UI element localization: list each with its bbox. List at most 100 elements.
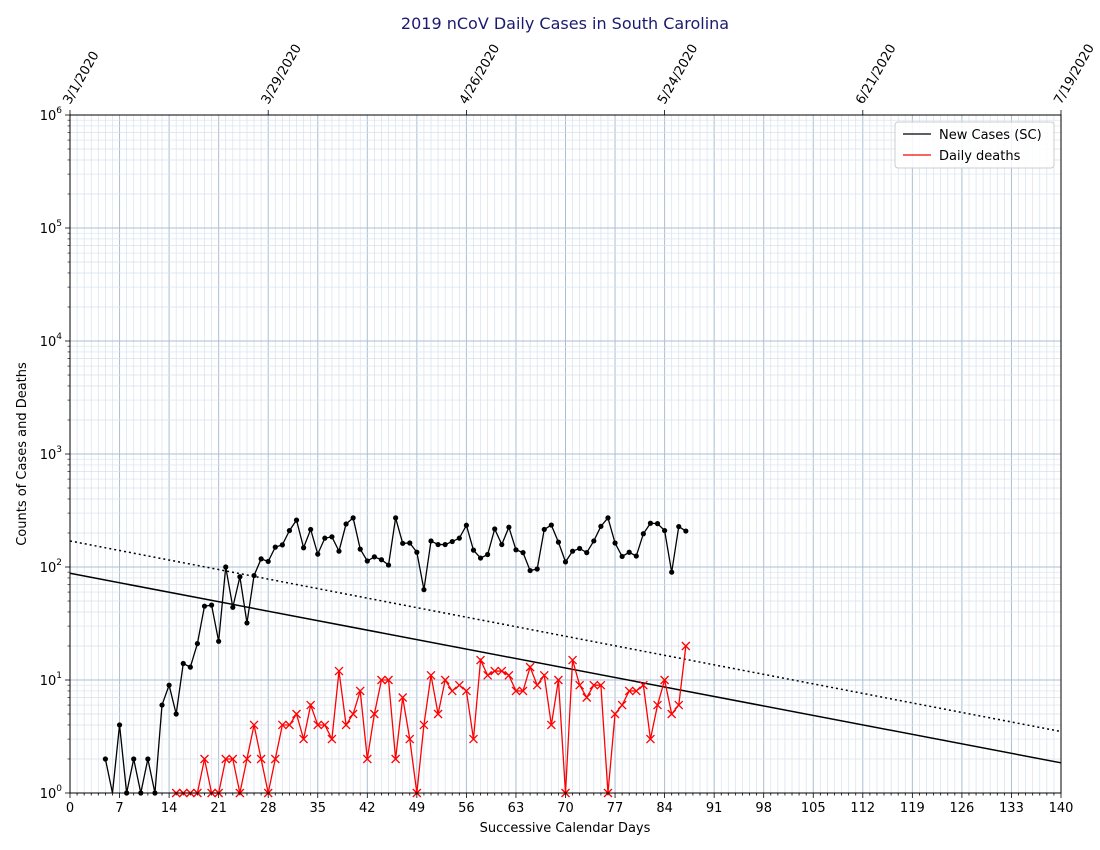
data-point-daily-deaths	[426, 670, 436, 680]
data-point-daily-deaths	[369, 709, 379, 719]
data-point-new-cases	[421, 587, 427, 593]
data-point-new-cases	[223, 564, 229, 570]
data-point-new-cases	[626, 549, 632, 555]
data-point-new-cases	[286, 527, 293, 534]
data-point-new-cases	[315, 551, 321, 557]
x-tick-label: 70	[557, 801, 574, 816]
data-point-new-cases	[350, 515, 356, 521]
x-tick-label: 21	[210, 801, 227, 816]
data-point-new-cases	[272, 544, 278, 550]
data-point-daily-deaths	[419, 720, 429, 730]
y-tick-label: 106	[40, 106, 63, 124]
data-point-daily-deaths	[461, 686, 471, 696]
data-point-daily-deaths	[341, 720, 351, 730]
x-axis-label: Successive Calendar Days	[480, 821, 651, 836]
data-point-new-cases	[166, 682, 172, 688]
data-point-new-cases	[676, 523, 682, 530]
data-point-daily-deaths	[582, 693, 592, 702]
data-point-daily-deaths	[355, 686, 365, 696]
data-point-daily-deaths	[433, 709, 443, 719]
data-point-new-cases	[428, 538, 434, 544]
data-point-daily-deaths	[490, 666, 500, 676]
trend-line-dotted	[69, 540, 1062, 733]
data-point-daily-deaths	[476, 655, 486, 665]
data-point-new-cases	[633, 553, 639, 559]
data-point-daily-deaths	[504, 670, 514, 680]
legend-label-new-cases: New Cases (SC)	[939, 128, 1042, 143]
x-tick-label: 119	[900, 801, 925, 816]
data-point-daily-deaths	[221, 754, 231, 764]
data-point-daily-deaths	[327, 734, 337, 744]
data-point-new-cases	[598, 523, 604, 529]
data-point-new-cases	[456, 535, 462, 541]
data-point-daily-deaths	[617, 700, 627, 710]
data-point-new-cases	[513, 547, 519, 553]
x-tick-label: 14	[161, 801, 178, 816]
y-tick-label: 102	[40, 558, 62, 576]
data-point-new-cases	[534, 566, 540, 572]
data-point-daily-deaths	[320, 720, 330, 730]
data-point-daily-deaths	[653, 700, 662, 710]
data-point-daily-deaths	[610, 709, 620, 719]
data-point-new-cases	[520, 550, 526, 556]
data-point-daily-deaths	[277, 720, 287, 730]
x-axis: 0 7 14 21 28 35 42 49 56 63 70 77 84 91 98 105 112 119 126…	[66, 793, 1074, 816]
data-point-daily-deaths	[391, 754, 401, 764]
x-tick-label: 91	[706, 801, 723, 816]
data-point-new-cases	[364, 558, 370, 564]
x-tick-label: 84	[656, 801, 673, 816]
data-point-new-cases	[371, 554, 377, 560]
data-point-daily-deaths	[525, 662, 535, 672]
data-point-new-cases	[605, 515, 611, 521]
data-point-daily-deaths	[284, 720, 294, 730]
x-tick-label: 126	[949, 801, 974, 816]
data-point-new-cases	[612, 540, 618, 546]
data-point-new-cases	[293, 517, 300, 523]
data-point-daily-deaths	[348, 709, 358, 719]
data-point-daily-deaths	[483, 670, 493, 680]
legend-box	[894, 121, 1055, 169]
data-point-new-cases	[322, 535, 328, 541]
data-point-daily-deaths	[447, 686, 457, 696]
x-tick-label: 7	[115, 801, 123, 816]
data-point-new-cases	[145, 756, 151, 762]
data-point-daily-deaths	[292, 709, 301, 719]
data-point-daily-deaths	[553, 675, 563, 685]
data-point-new-cases	[237, 574, 243, 580]
y-axis: 100 101 102 103 104 105 106	[40, 106, 70, 802]
data-point-daily-deaths	[256, 754, 266, 764]
data-point-new-cases	[541, 526, 547, 533]
data-point-new-cases	[435, 541, 441, 548]
data-point-new-cases	[492, 526, 498, 532]
data-point-daily-deaths	[539, 670, 549, 680]
data-point-daily-deaths	[334, 666, 344, 676]
y-tick-label: 101	[40, 671, 62, 689]
data-point-new-cases	[279, 542, 285, 548]
data-point-new-cases	[591, 538, 597, 544]
data-point-new-cases	[499, 541, 505, 548]
data-point-new-cases	[329, 534, 335, 540]
x-tick-label: 140	[1049, 801, 1074, 816]
data-point-new-cases	[527, 567, 533, 574]
data-point-daily-deaths	[518, 686, 528, 696]
data-point-new-cases	[230, 604, 236, 610]
data-point-daily-deaths	[270, 754, 280, 764]
data-point-daily-deaths	[546, 720, 556, 730]
data-point-new-cases	[258, 556, 264, 562]
data-point-daily-deaths	[249, 720, 259, 730]
data-point-new-cases	[393, 515, 399, 521]
data-point-daily-deaths	[362, 754, 372, 764]
data-point-new-cases	[477, 555, 484, 561]
data-point-new-cases	[385, 562, 392, 568]
data-point-new-cases	[131, 756, 137, 762]
data-point-new-cases	[180, 660, 186, 667]
data-point-new-cases	[654, 521, 661, 527]
data-point-new-cases	[187, 664, 193, 670]
x-tick-label: 63	[508, 801, 525, 816]
data-point-new-cases	[244, 620, 250, 626]
data-point-new-cases	[584, 550, 590, 556]
data-point-new-cases	[548, 522, 554, 528]
x-tick-label: 77	[607, 801, 624, 816]
data-point-new-cases	[506, 524, 512, 530]
data-point-new-cases	[400, 540, 406, 546]
